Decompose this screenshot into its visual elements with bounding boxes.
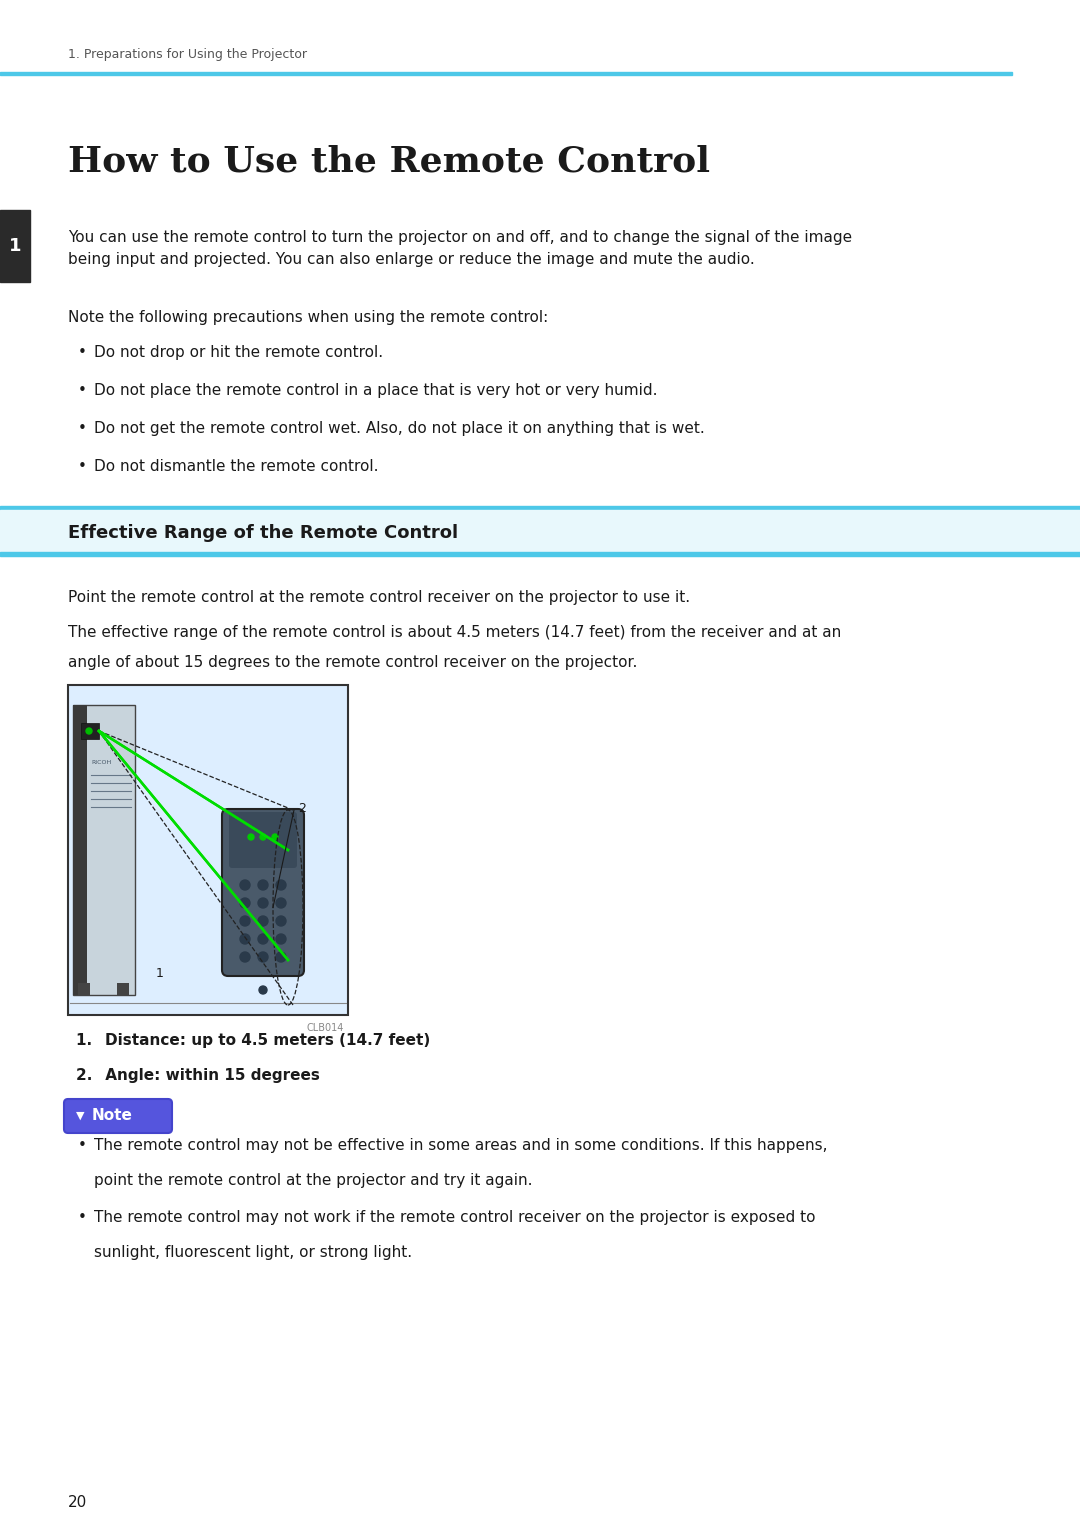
Bar — [0, 506, 1080, 510]
Circle shape — [276, 898, 286, 908]
Text: 1.  Distance: up to 4.5 meters (14.7 feet): 1. Distance: up to 4.5 meters (14.7 feet… — [76, 1033, 430, 1048]
Text: Note: Note — [92, 1109, 133, 1123]
Text: •: • — [78, 1138, 86, 1154]
Bar — [0, 72, 1012, 75]
Text: The remote control may not be effective in some areas and in some conditions. If: The remote control may not be effective … — [94, 1138, 827, 1154]
Text: 2.  Angle: within 15 degrees: 2. Angle: within 15 degrees — [76, 1068, 320, 1083]
Text: The effective range of the remote control is about 4.5 meters (14.7 feet) from t: The effective range of the remote contro… — [68, 625, 841, 640]
Circle shape — [276, 916, 286, 925]
Text: point the remote control at the projector and try it again.: point the remote control at the projecto… — [94, 1174, 532, 1187]
Bar — [73, 705, 135, 994]
Text: 1: 1 — [156, 967, 164, 980]
Text: •: • — [78, 345, 86, 360]
Text: Do not drop or hit the remote control.: Do not drop or hit the remote control. — [94, 345, 383, 360]
Text: 2: 2 — [298, 801, 306, 815]
Text: Do not dismantle the remote control.: Do not dismantle the remote control. — [94, 460, 378, 473]
Circle shape — [258, 879, 268, 890]
Text: Point the remote control at the remote control receiver on the projector to use : Point the remote control at the remote c… — [68, 590, 690, 605]
Circle shape — [240, 951, 249, 962]
Text: Do not get the remote control wet. Also, do not place it on anything that is wet: Do not get the remote control wet. Also,… — [94, 421, 705, 437]
Bar — [117, 984, 129, 994]
Text: Do not place the remote control in a place that is very hot or very humid.: Do not place the remote control in a pla… — [94, 383, 658, 398]
Text: 1: 1 — [9, 237, 22, 254]
Circle shape — [258, 935, 268, 944]
Bar — [0, 210, 30, 282]
Bar — [73, 705, 87, 994]
Circle shape — [248, 833, 254, 840]
Text: 20: 20 — [68, 1495, 87, 1511]
Circle shape — [258, 951, 268, 962]
Circle shape — [240, 935, 249, 944]
Bar — [0, 510, 1080, 556]
FancyBboxPatch shape — [222, 809, 303, 976]
Text: •: • — [78, 383, 86, 398]
Text: 1. Preparations for Using the Projector: 1. Preparations for Using the Projector — [68, 47, 307, 61]
Text: Effective Range of the Remote Control: Effective Range of the Remote Control — [68, 524, 458, 542]
Text: sunlight, fluorescent light, or strong light.: sunlight, fluorescent light, or strong l… — [94, 1246, 413, 1259]
Circle shape — [240, 898, 249, 908]
Circle shape — [276, 951, 286, 962]
Circle shape — [240, 916, 249, 925]
Text: •: • — [78, 460, 86, 473]
Circle shape — [258, 898, 268, 908]
Bar — [68, 685, 348, 1016]
Circle shape — [276, 879, 286, 890]
Text: How to Use the Remote Control: How to Use the Remote Control — [68, 146, 710, 179]
Circle shape — [259, 987, 267, 994]
Circle shape — [276, 935, 286, 944]
Text: You can use the remote control to turn the projector on and off, and to change t: You can use the remote control to turn t… — [68, 230, 852, 245]
Text: being input and projected. You can also enlarge or reduce the image and mute the: being input and projected. You can also … — [68, 251, 755, 267]
Bar — [81, 723, 99, 738]
Bar — [0, 552, 1080, 556]
Text: angle of about 15 degrees to the remote control receiver on the projector.: angle of about 15 degrees to the remote … — [68, 656, 637, 669]
Circle shape — [260, 833, 266, 840]
Text: RICOH: RICOH — [91, 760, 111, 764]
Bar — [78, 984, 90, 994]
Text: Note the following precautions when using the remote control:: Note the following precautions when usin… — [68, 309, 549, 325]
Circle shape — [240, 879, 249, 890]
Circle shape — [272, 833, 278, 840]
Text: The remote control may not work if the remote control receiver on the projector : The remote control may not work if the r… — [94, 1210, 815, 1226]
Circle shape — [86, 728, 92, 734]
FancyBboxPatch shape — [64, 1098, 172, 1134]
Circle shape — [258, 916, 268, 925]
FancyBboxPatch shape — [229, 812, 297, 869]
Text: •: • — [78, 1210, 86, 1226]
Text: ▼: ▼ — [76, 1111, 84, 1121]
Text: CLB014: CLB014 — [307, 1023, 345, 1033]
Text: •: • — [78, 421, 86, 437]
